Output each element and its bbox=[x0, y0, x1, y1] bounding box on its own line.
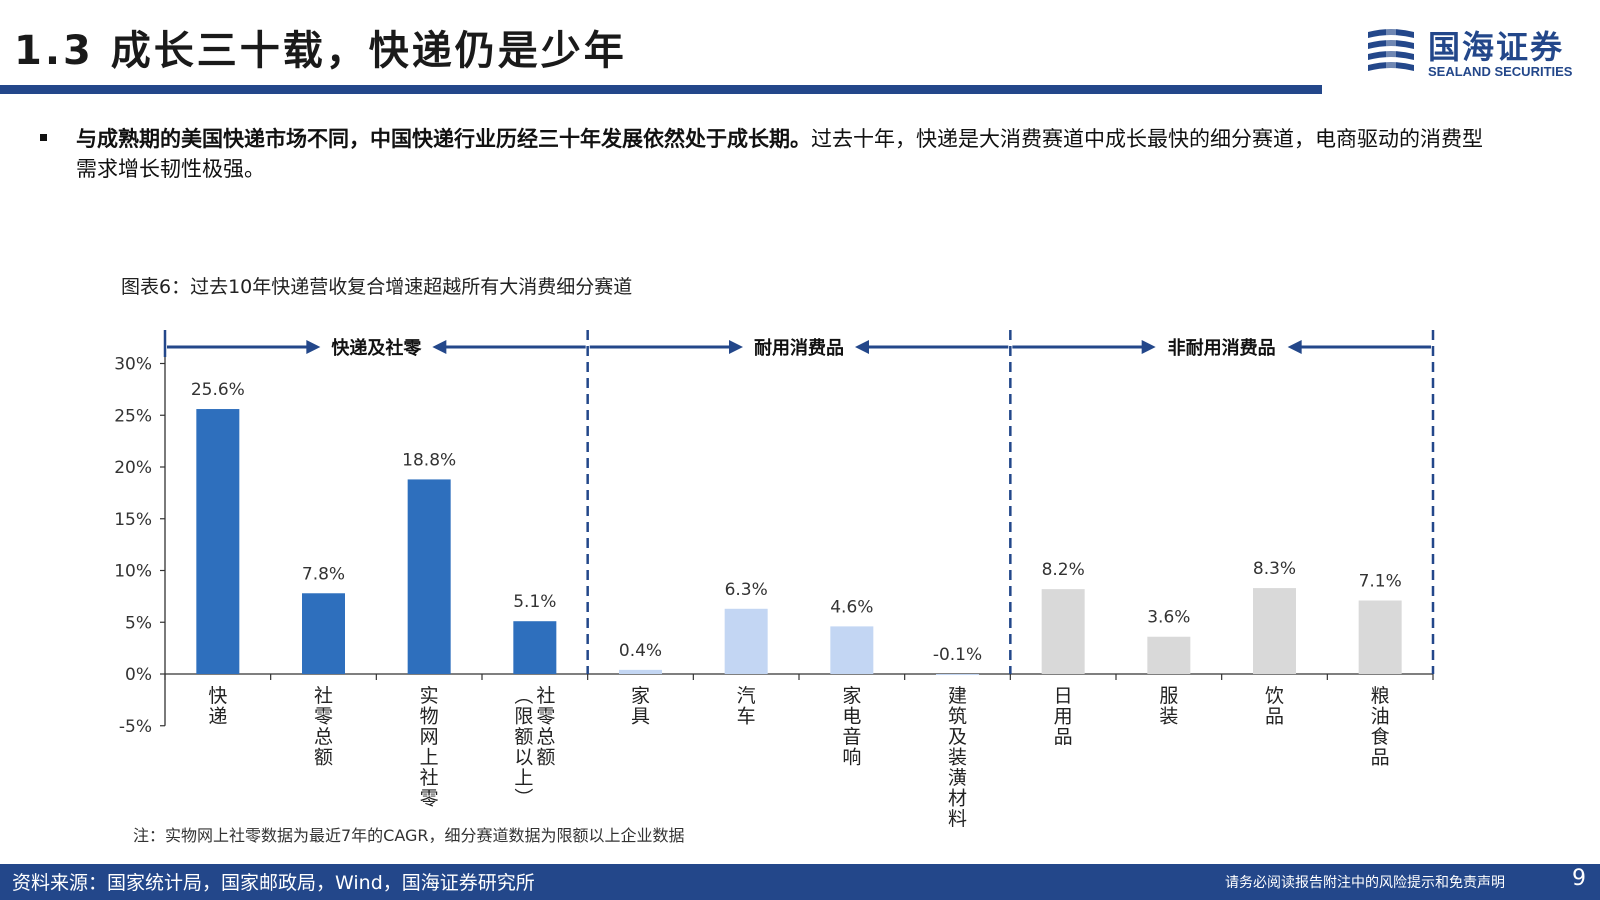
data-label: 8.3% bbox=[1253, 559, 1296, 579]
arrow-left-icon bbox=[1287, 340, 1302, 354]
y-tick-label: 30% bbox=[114, 355, 152, 375]
category-label: 社零总额 bbox=[314, 685, 333, 769]
bar bbox=[619, 669, 662, 674]
category-label: 家具 bbox=[631, 685, 650, 728]
bullet-bold-text: 与成熟期的美国快递市场不同，中国快递行业历经三十年发展依然处于成长期。 bbox=[76, 127, 811, 151]
bar bbox=[1253, 588, 1296, 674]
page-number: 9 bbox=[1572, 866, 1586, 891]
data-label: 0.4% bbox=[619, 641, 662, 661]
arrow-right-icon bbox=[729, 340, 743, 354]
bar bbox=[1041, 589, 1085, 674]
category-label: 家电音响 bbox=[842, 685, 861, 769]
y-tick-label: 5% bbox=[125, 613, 152, 633]
category-label: 汽车 bbox=[737, 685, 756, 728]
data-label: 18.8% bbox=[402, 450, 456, 470]
data-label: 7.8% bbox=[302, 564, 345, 584]
bar bbox=[407, 479, 451, 674]
footer-disclaimer: 请务必阅读报告附注中的风险提示和免责声明 bbox=[1225, 875, 1505, 891]
y-tick-label: 25% bbox=[114, 406, 152, 426]
category-label: 日用品 bbox=[1054, 685, 1073, 748]
bar bbox=[1147, 636, 1191, 674]
data-label: 3.6% bbox=[1147, 608, 1190, 628]
bar bbox=[196, 409, 240, 674]
category-label: 粮油食品 bbox=[1371, 685, 1390, 769]
logo-chinese-name: 国海证券 bbox=[1428, 28, 1565, 66]
category-label: 饮品 bbox=[1265, 685, 1284, 728]
footer-source: 资料来源：国家统计局，国家邮政局，Wind，国海证券研究所 bbox=[12, 872, 535, 894]
arrow-left-icon bbox=[855, 340, 869, 354]
sealand-logo-icon bbox=[1368, 28, 1414, 78]
data-label: 25.6% bbox=[191, 380, 245, 400]
bullet-paragraph: 与成熟期的美国快递市场不同，中国快递行业历经三十年发展依然处于成长期。过去十年，… bbox=[76, 124, 1486, 184]
y-tick-label: 20% bbox=[114, 458, 152, 478]
category-label: 快递 bbox=[208, 685, 227, 728]
chart-title: 图表6：过去10年快递营收复合增速超越所有大消费细分赛道 bbox=[121, 276, 633, 298]
category-label: ︵限额以上︶社零总额 bbox=[514, 685, 555, 810]
data-label: 6.3% bbox=[725, 580, 768, 600]
bullet-marker bbox=[40, 134, 47, 141]
footer-bar: 资料来源：国家统计局，国家邮政局，Wind，国海证券研究所 请务必阅读报告附注中… bbox=[0, 864, 1600, 900]
logo-english-name: SEALAND SECURITIES bbox=[1428, 64, 1573, 79]
category-label: 服装 bbox=[1159, 685, 1178, 728]
group-header-label: 快递及社零 bbox=[331, 337, 422, 359]
data-label: 7.1% bbox=[1359, 572, 1402, 592]
arrow-right-icon bbox=[306, 340, 321, 354]
group-header-label: 非耐用消费品 bbox=[1168, 337, 1276, 359]
y-tick-label: 0% bbox=[125, 665, 152, 685]
bar bbox=[513, 621, 557, 674]
bullet-normal-text: 过去十年，快递是大消费赛道中成长最快的细分赛道，电商驱动的消费型需求增长韧性极强… bbox=[76, 127, 1483, 181]
category-label: 建筑及装潢材料 bbox=[948, 685, 967, 830]
category-label: 实物网上社零 bbox=[420, 685, 439, 810]
bar bbox=[830, 626, 874, 674]
data-label: -0.1% bbox=[933, 645, 982, 665]
y-tick-label: 15% bbox=[114, 510, 152, 530]
y-tick-label: -5% bbox=[119, 717, 152, 737]
bar bbox=[724, 608, 768, 674]
bar bbox=[936, 674, 979, 676]
company-logo: 国海证券 SEALAND SECURITIES bbox=[1366, 22, 1586, 84]
arrow-left-icon bbox=[432, 340, 447, 354]
page-title: 1.3 成长三十载，快递仍是少年 bbox=[14, 28, 627, 74]
group-header-label: 耐用消费品 bbox=[754, 337, 844, 359]
bar bbox=[302, 593, 345, 674]
bar bbox=[1358, 600, 1402, 674]
arrow-right-icon bbox=[1141, 340, 1156, 354]
data-label: 5.1% bbox=[513, 592, 556, 612]
data-label: 4.6% bbox=[830, 597, 873, 617]
chart-note: 注：实物网上社零数据为最近7年的CAGR，细分赛道数据为限额以上企业数据 bbox=[133, 826, 685, 845]
title-underline bbox=[0, 85, 1322, 94]
y-tick-label: 10% bbox=[114, 562, 152, 582]
data-label: 8.2% bbox=[1042, 560, 1085, 580]
